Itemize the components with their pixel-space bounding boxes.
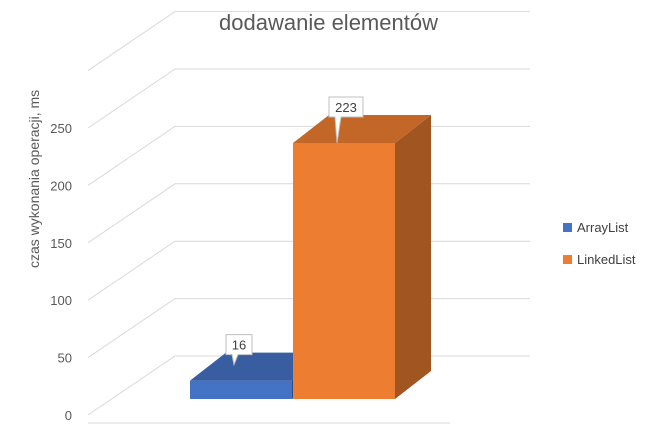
bar-side-linkedlist [395,115,431,399]
data-label-box-linkedlist [328,96,364,144]
legend-label-linkedlist: LinkedList [577,251,636,267]
y-tick-label-5: 250 [50,121,72,136]
bar-top-linkedlist [293,115,431,143]
legend-item-linkedlist: LinkedList [563,250,636,268]
legend-swatch-arraylist [563,222,572,232]
gridline-6 [87,11,530,72]
y-tick-label-4: 200 [50,178,72,193]
chart-title: dodawanie elementów [219,10,438,35]
legend: ArrayList LinkedList [563,218,636,282]
y-tick-label-0: 0 [65,408,72,423]
gridline-5 [87,68,530,129]
bar-front-linkedlist [293,143,395,399]
legend-swatch-linkedlist [563,254,572,264]
data-label-box-arraylist [225,334,253,367]
bar-front-arraylist [190,380,292,399]
data-label-linkedlist: 223 [335,100,357,115]
y-tick-label-1: 50 [58,351,72,366]
legend-item-arraylist: ArrayList [563,218,636,236]
data-label-arraylist: 16 [232,338,246,353]
legend-label-arraylist: ArrayList [577,219,629,235]
y-tick-label-3: 150 [50,236,72,251]
y-tick-label-2: 100 [50,293,72,308]
